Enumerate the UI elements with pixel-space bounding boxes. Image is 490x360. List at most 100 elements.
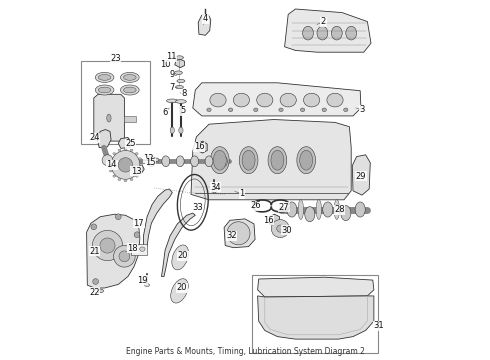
Circle shape [111,150,140,179]
Circle shape [91,224,97,230]
Ellipse shape [300,150,313,170]
Polygon shape [132,166,144,174]
Text: 25: 25 [125,139,136,148]
Ellipse shape [213,150,226,170]
Circle shape [102,155,113,166]
FancyBboxPatch shape [131,244,147,255]
Polygon shape [352,155,370,195]
Polygon shape [191,120,351,200]
Ellipse shape [346,26,357,40]
Text: 4: 4 [203,14,208,23]
Ellipse shape [118,179,121,181]
FancyBboxPatch shape [124,116,137,123]
Ellipse shape [124,180,127,182]
Ellipse shape [171,279,188,303]
Ellipse shape [323,202,333,217]
Ellipse shape [279,108,283,112]
Ellipse shape [210,93,226,107]
Ellipse shape [176,156,184,167]
Ellipse shape [170,127,174,134]
Ellipse shape [268,147,287,174]
Text: 29: 29 [356,172,366,181]
Text: 30: 30 [281,226,292,235]
Text: 17: 17 [133,219,144,228]
Text: 20: 20 [177,284,187,292]
Text: 16: 16 [194,143,204,152]
Ellipse shape [121,85,139,95]
Ellipse shape [121,72,139,82]
Text: 14: 14 [106,161,117,169]
Ellipse shape [177,79,185,83]
Text: 13: 13 [131,166,142,175]
Ellipse shape [303,26,314,40]
Ellipse shape [145,284,149,287]
Text: 34: 34 [210,183,221,192]
Ellipse shape [303,93,319,107]
Text: 8: 8 [181,89,187,98]
Ellipse shape [139,158,142,160]
Ellipse shape [316,199,321,220]
Ellipse shape [135,175,138,177]
Ellipse shape [280,93,296,107]
Ellipse shape [322,108,326,112]
Text: 1: 1 [240,189,245,198]
Ellipse shape [228,108,233,112]
Ellipse shape [254,108,258,112]
Polygon shape [175,59,185,68]
Text: 33: 33 [192,202,203,211]
Text: 11: 11 [166,52,176,61]
Ellipse shape [135,153,138,155]
Polygon shape [87,214,140,288]
Ellipse shape [175,56,183,59]
Ellipse shape [175,85,183,89]
Ellipse shape [305,207,315,222]
Text: 5: 5 [180,107,186,115]
Text: 9: 9 [170,71,175,79]
Text: 20: 20 [178,251,188,260]
Ellipse shape [298,199,303,220]
Circle shape [100,238,115,253]
Ellipse shape [113,153,116,155]
Bar [81,61,149,144]
Ellipse shape [152,158,159,162]
Circle shape [119,251,130,262]
Ellipse shape [118,149,121,151]
Ellipse shape [130,179,133,181]
Ellipse shape [300,108,305,112]
Text: 19: 19 [137,276,147,284]
Ellipse shape [167,99,178,103]
Ellipse shape [108,164,111,166]
Bar [252,275,378,353]
Text: 6: 6 [162,108,168,117]
Polygon shape [224,219,255,248]
Circle shape [116,214,121,220]
Ellipse shape [207,108,211,112]
Text: 22: 22 [89,288,100,297]
Circle shape [92,230,122,261]
Ellipse shape [191,156,198,167]
Circle shape [277,225,284,232]
Text: 31: 31 [373,321,384,330]
Circle shape [227,222,250,245]
Ellipse shape [327,93,343,107]
Ellipse shape [341,206,351,221]
Text: 23: 23 [110,54,121,63]
Ellipse shape [233,93,249,107]
Ellipse shape [179,127,183,134]
Text: 2: 2 [321,17,326,26]
Ellipse shape [175,100,186,103]
Polygon shape [197,141,207,153]
Ellipse shape [113,175,116,177]
Ellipse shape [172,245,189,270]
Circle shape [134,232,140,238]
Text: 18: 18 [127,244,138,253]
Ellipse shape [130,149,133,151]
Ellipse shape [257,93,273,107]
Polygon shape [270,214,280,226]
Polygon shape [193,83,361,116]
Ellipse shape [147,156,155,167]
Polygon shape [258,296,374,339]
Text: 26: 26 [250,202,261,210]
Text: 28: 28 [334,205,344,214]
Circle shape [118,158,133,172]
